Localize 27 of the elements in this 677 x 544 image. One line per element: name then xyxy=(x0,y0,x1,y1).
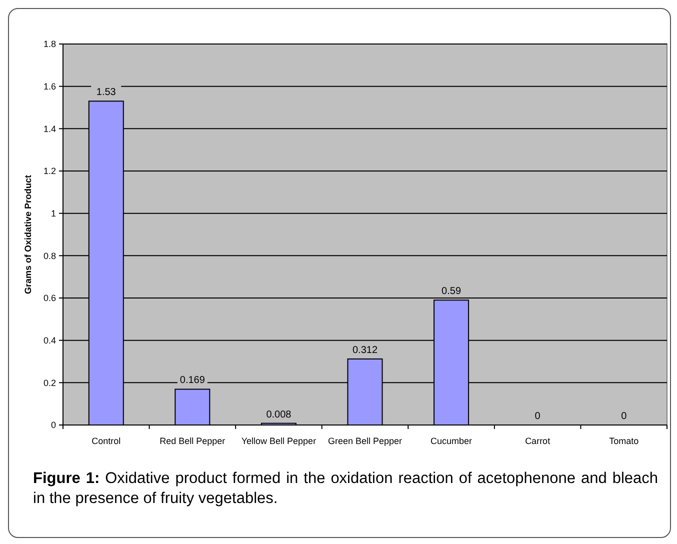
data-label: 0.312 xyxy=(352,344,378,356)
y-tick-label: 1.8 xyxy=(43,39,56,50)
y-tick-label: 0.8 xyxy=(43,250,56,261)
data-label: 0 xyxy=(621,411,628,422)
x-tick-label: Green Bell Pepper xyxy=(328,436,402,446)
y-tick-label: 0 xyxy=(50,420,56,430)
data-label: 0.59 xyxy=(442,286,462,298)
x-tick-label: Red Bell Pepper xyxy=(160,436,226,446)
bar xyxy=(174,388,210,426)
caption: Figure 1: Oxidative product formed in the oxidation reaction of acetophenone and bleach in the presence of fruity vegetables. xyxy=(32,469,660,510)
y-tick-label: 0.6 xyxy=(43,293,56,304)
data-label: 0.008 xyxy=(266,409,292,420)
data-label: 0.169 xyxy=(180,375,206,386)
y-tick-label: 1 xyxy=(50,208,56,218)
y-axis-title: Grams of Oxidative Product xyxy=(23,174,33,294)
x-tick-label: Yellow Bell Pepper xyxy=(241,436,316,446)
y-tick-label: 1.2 xyxy=(43,166,56,176)
x-tick-label: Cucumber xyxy=(430,436,472,446)
y-tick-label: 0.4 xyxy=(43,335,56,346)
y-tick-label: 1.6 xyxy=(43,81,56,92)
data-label: 0 xyxy=(534,411,541,422)
x-tick-label: Carrot xyxy=(525,436,551,446)
y-tick-label: 0.2 xyxy=(43,378,56,388)
data-label: 1.53 xyxy=(96,87,116,98)
x-tick-label: Control xyxy=(92,436,121,446)
y-tick-label: 1.4 xyxy=(43,124,56,134)
x-tick-label: Tomato xyxy=(609,436,639,446)
